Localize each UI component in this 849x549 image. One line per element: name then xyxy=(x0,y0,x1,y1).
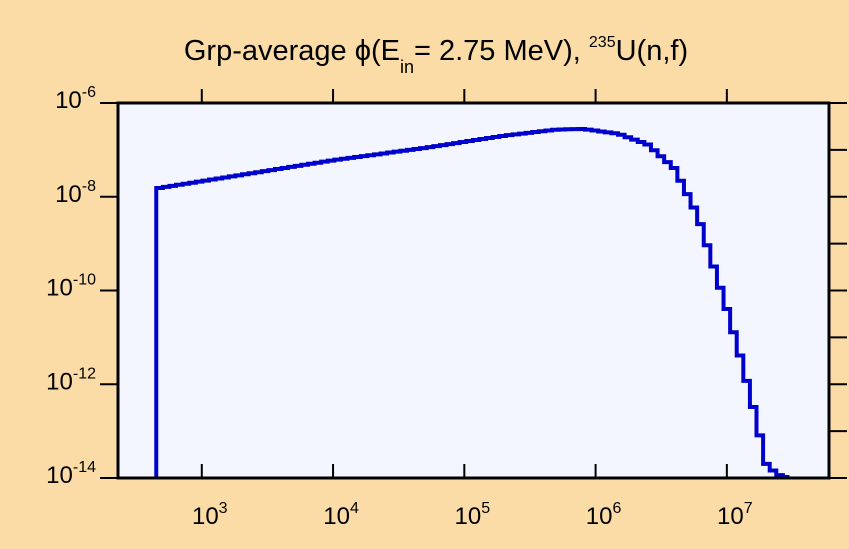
y-tick-label: 10-6 xyxy=(55,84,96,114)
title-subscript: in xyxy=(400,57,414,77)
y-tick-label: 10-10 xyxy=(46,272,96,302)
x-tick-label: 107 xyxy=(717,500,753,530)
chart-title: Grp-average ϕ(Ein= 2.75 MeV), 235U(n,f) xyxy=(184,34,688,77)
x-tick-label: 103 xyxy=(192,500,228,530)
plot-frame xyxy=(116,101,831,480)
title-suffix: U(n,f) xyxy=(616,35,689,67)
title-middle: = 2.75 MeV), xyxy=(414,35,589,67)
x-tick-label: 104 xyxy=(323,500,359,530)
title-phi-symbol: ϕ xyxy=(355,35,371,67)
tick-marks xyxy=(100,89,847,479)
title-prefix: Grp-average xyxy=(184,35,355,67)
x-tick-label: 105 xyxy=(455,500,491,530)
title-open: (E xyxy=(371,35,400,67)
series-step-line xyxy=(154,126,790,480)
plot-background xyxy=(118,103,829,478)
title-superscript: 235 xyxy=(589,34,616,51)
y-tick-label: 10-8 xyxy=(55,178,96,208)
x-tick-label: 106 xyxy=(586,500,622,530)
y-tick-label: 10-12 xyxy=(46,365,96,395)
tick-labels: 103 104 105 106 107 10-6 10-8 10-10 10-12 10-14 xyxy=(46,84,753,530)
y-tick-label: 10-14 xyxy=(46,459,96,489)
